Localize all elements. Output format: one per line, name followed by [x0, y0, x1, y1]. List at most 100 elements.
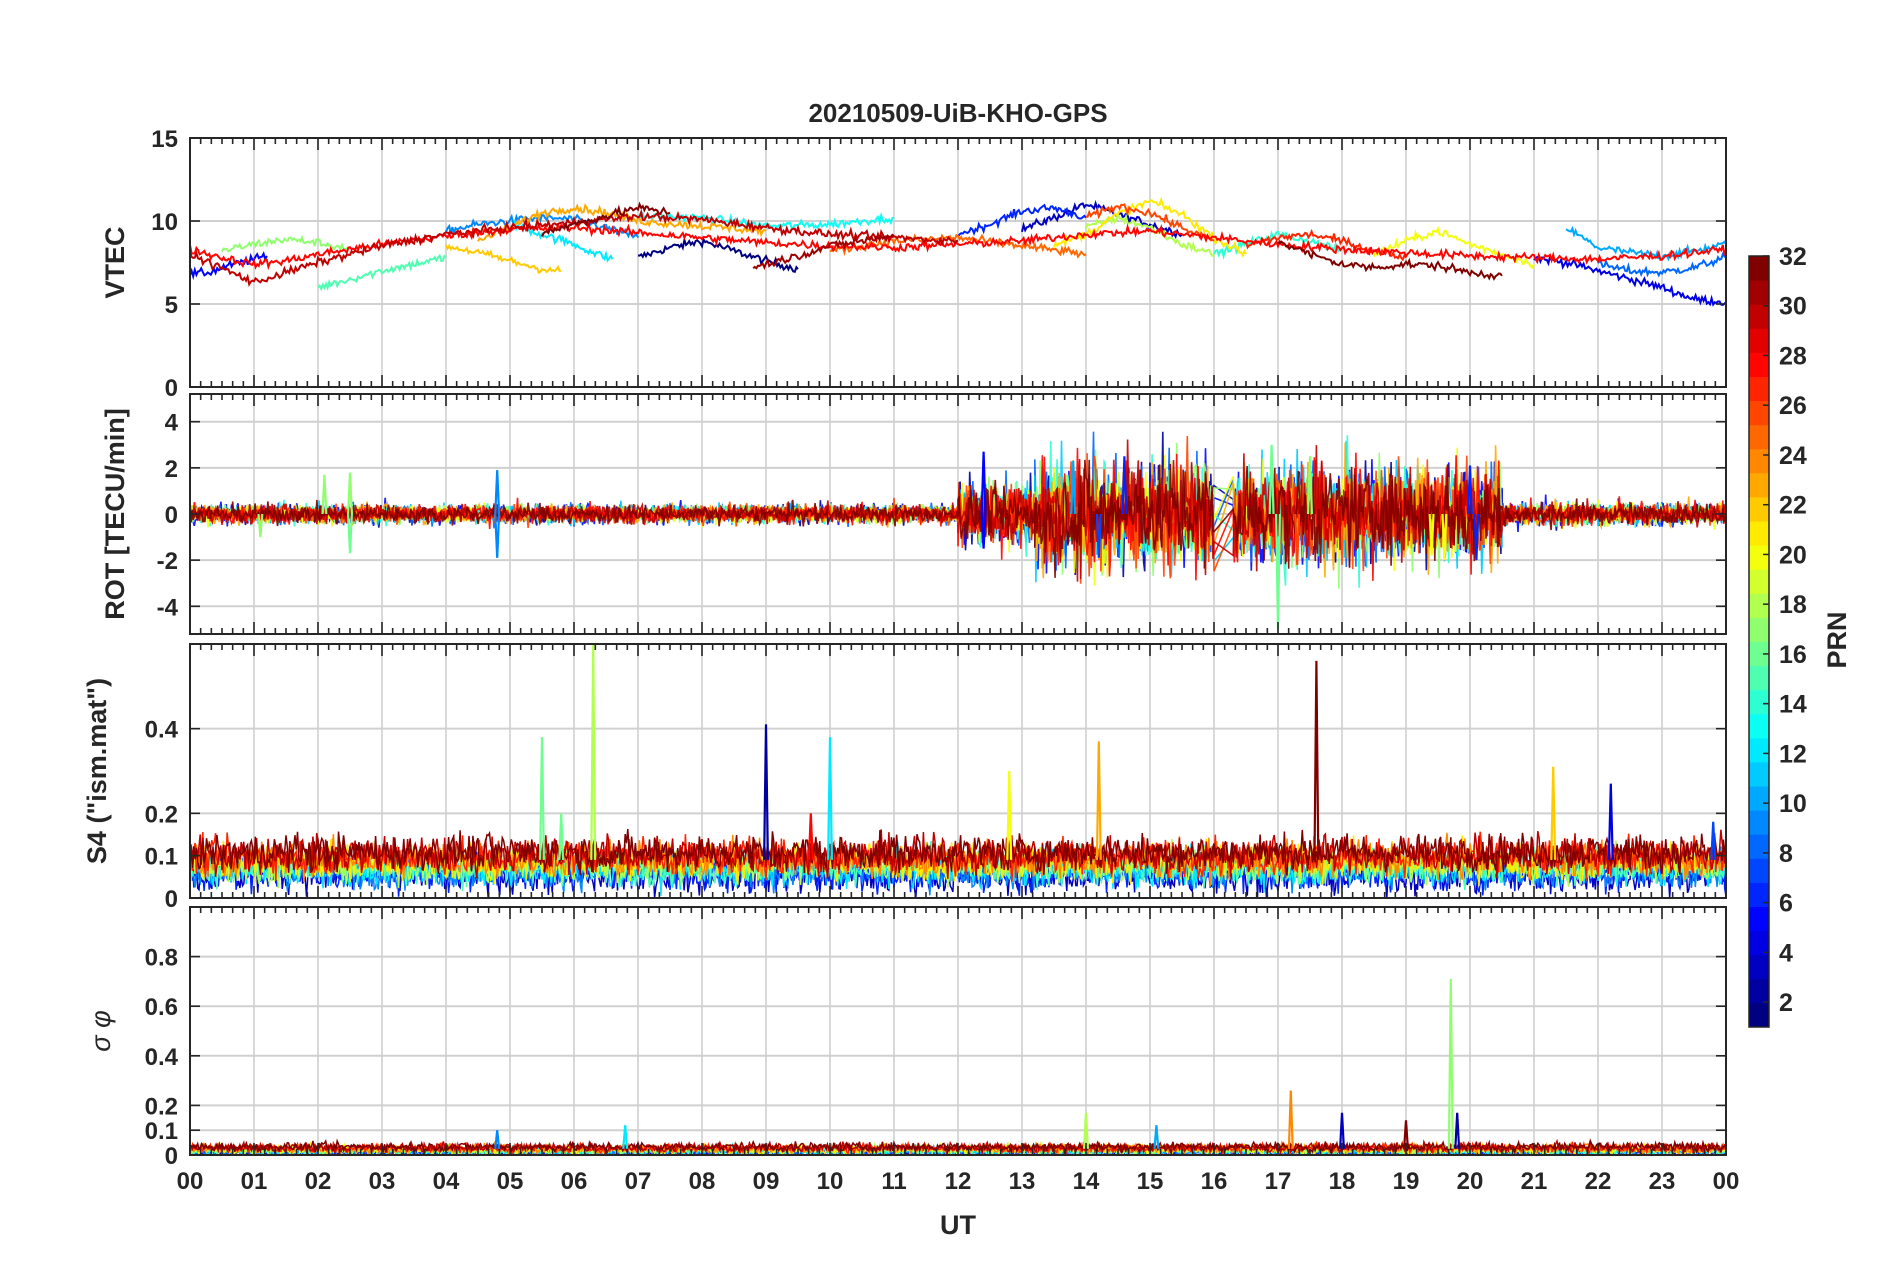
- colorbar-tick-label: 4: [1779, 939, 1793, 967]
- spike-prn-17: [1307, 456, 1313, 515]
- y-axis-label: S4 ("ism.mat"): [82, 678, 112, 864]
- x-tick-label: 12: [945, 1168, 972, 1195]
- y-tick-label: 0: [165, 1143, 178, 1170]
- colorbar-segment: [1749, 882, 1769, 908]
- spike-prn-16: [558, 813, 565, 860]
- colorbar-tick-label: 22: [1779, 492, 1807, 520]
- spike-prn-16: [1268, 444, 1275, 515]
- chart-title: 20210509-UiB-KHO-GPS: [808, 98, 1107, 128]
- spike-prn-18: [590, 644, 597, 860]
- x-tick-label: 16: [1201, 1168, 1228, 1195]
- x-tick-label: 19: [1393, 1168, 1420, 1195]
- spike-prn-26: [1294, 513, 1301, 565]
- series-line-prn-30: [190, 208, 958, 288]
- colorbar-segment: [1749, 978, 1769, 1004]
- y-tick-label: 2: [165, 456, 178, 483]
- x-ticks: [189, 907, 1727, 1155]
- colorbar-segment: [1749, 545, 1769, 570]
- x-tick-label: 04: [433, 1168, 460, 1195]
- series-line-prn-28: [190, 221, 1726, 271]
- x-tick-label: 20: [1457, 1168, 1484, 1195]
- series-line-prn-21: [1053, 196, 1247, 258]
- colorbar-tick-label: 20: [1779, 541, 1807, 569]
- x-tick-label: 15: [1137, 1168, 1164, 1195]
- series-line-prn-20: [1373, 225, 1535, 269]
- series-line-prn-6: [957, 203, 1087, 237]
- y-tick-label: -2: [157, 548, 178, 575]
- panel-vtec: 0 5 10 15 VTEC: [100, 126, 1727, 402]
- spike-prn-18: [1083, 1112, 1089, 1149]
- series-line-prn-32: [190, 459, 1726, 578]
- series-line-prn-32: [1277, 240, 1503, 281]
- x-ticks: [189, 644, 1727, 898]
- x-tick-label: 09: [753, 1168, 780, 1195]
- x-tick-label: 01: [241, 1168, 268, 1195]
- x-tick-label: 10: [817, 1168, 844, 1195]
- colorbar-tick-label: 18: [1779, 591, 1807, 619]
- x-tick-label: 11: [881, 1168, 906, 1195]
- y-tick-label: 0.1: [145, 1118, 178, 1145]
- series-line-prn-32: [541, 201, 671, 237]
- spike-prn-2: [1454, 1112, 1461, 1149]
- y-tick-label: 0.4: [145, 717, 179, 744]
- colorbar-segment: [1749, 810, 1769, 835]
- spike-prn-24: [1287, 1090, 1294, 1149]
- series-line-prn-10: [1565, 225, 1726, 262]
- colorbar-tick-label: 12: [1779, 740, 1807, 768]
- x-axis-label: UT: [940, 1210, 976, 1240]
- colorbar-label: PRN: [1822, 611, 1852, 668]
- y-tick-label: 15: [151, 126, 178, 153]
- spike-prn-20: [1006, 770, 1013, 860]
- colorbar-segment: [1749, 472, 1769, 498]
- x-tick-label: 18: [1329, 1168, 1356, 1195]
- x-tick-label: 06: [561, 1168, 588, 1195]
- colorbar-tick-label: 10: [1779, 790, 1807, 818]
- series-group: [190, 431, 1726, 630]
- colorbar-segment: [1749, 521, 1769, 546]
- colorbar-tick-label: 6: [1779, 890, 1793, 918]
- series-line-prn-31: [752, 233, 895, 271]
- spike-prn-9: [494, 470, 501, 515]
- spike-prn-17: [347, 472, 353, 515]
- colorbar-tick-label: 16: [1779, 641, 1807, 669]
- spike-prn-2: [763, 724, 769, 860]
- x-tick-label: 05: [497, 1168, 524, 1195]
- colorbar-segment: [1749, 761, 1769, 787]
- colorbar-tick-label: 8: [1779, 840, 1793, 868]
- spike-prn-16: [539, 737, 545, 860]
- spike-prn-20: [1428, 513, 1435, 556]
- x-ticks: [189, 394, 1727, 634]
- spike-prn-5: [980, 513, 987, 549]
- spike-prn-7: [1710, 821, 1717, 860]
- series-line-prn-4: [1533, 253, 1726, 307]
- x-tick-label: 13: [1009, 1168, 1036, 1195]
- series-line-prn-32: [190, 828, 1726, 876]
- spike-prn-17: [1447, 978, 1454, 1149]
- spike-prn-6: [1121, 456, 1128, 515]
- spike-prn-4: [1607, 783, 1614, 860]
- x-tick-label: 03: [369, 1168, 396, 1195]
- y-tick-label: -4: [157, 594, 179, 621]
- colorbar-segment: [1749, 352, 1769, 377]
- colorbar-segment: [1749, 617, 1769, 642]
- y-tick-label: 0.2: [145, 801, 178, 828]
- spike-prn-17: [321, 474, 328, 515]
- x-tick-label: 17: [1265, 1168, 1292, 1195]
- y-tick-label: 10: [151, 209, 178, 236]
- x-tick-label: 07: [625, 1168, 652, 1195]
- series-line-prn-17: [221, 234, 351, 253]
- y-tick-label: 0.6: [145, 994, 178, 1021]
- y-tick-label: 0: [165, 886, 178, 913]
- colorbar-tick-label: 14: [1779, 691, 1807, 719]
- y-axis-label: ROT [TECU/min]: [100, 408, 130, 619]
- spike-prn-10: [1153, 1125, 1160, 1149]
- spike-prn-32: [1403, 1120, 1409, 1149]
- colorbar-segment: [1749, 954, 1769, 980]
- colorbar-segment: [1749, 304, 1769, 329]
- x-tick-labels: 00 01 02 03 04 05 06 07 08 09 10 11 12 13 14 15 16 17 18 19…: [177, 1168, 1740, 1195]
- colorbar-segment: [1749, 376, 1769, 402]
- x-tick-label: 22: [1585, 1168, 1612, 1195]
